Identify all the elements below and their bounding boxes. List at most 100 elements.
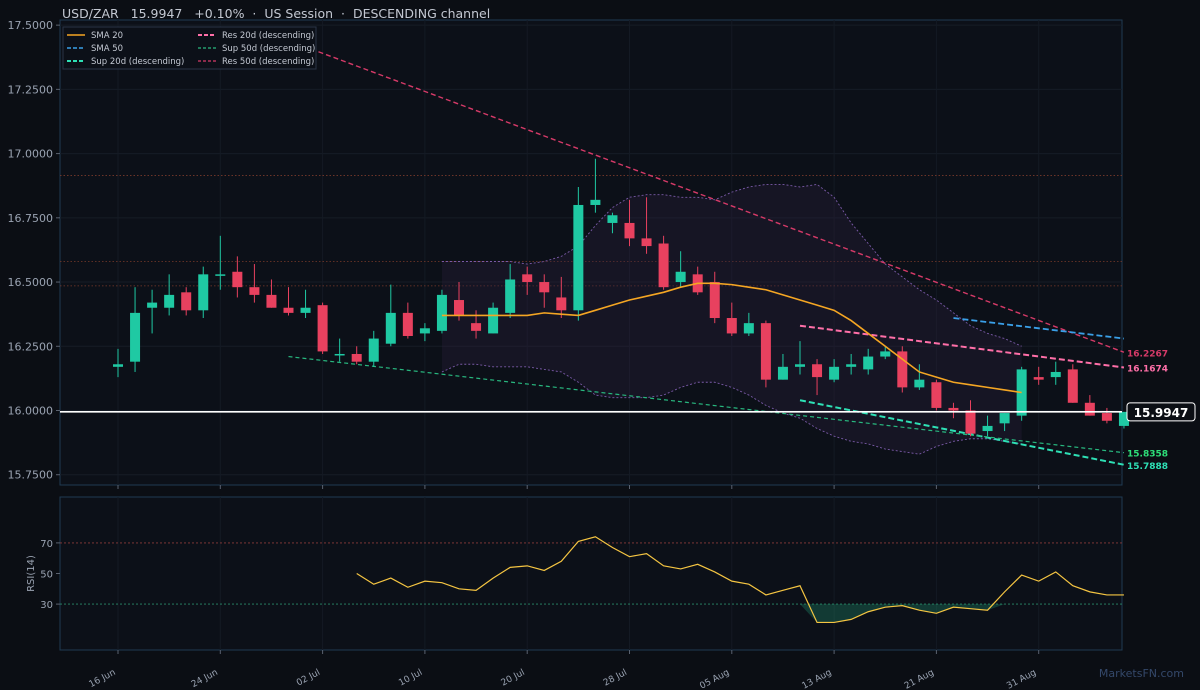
candle-body xyxy=(1033,377,1044,380)
y-tick-label: 16.5000 xyxy=(8,276,54,289)
candle-body xyxy=(181,292,192,311)
candle-body xyxy=(760,323,771,380)
candle-body xyxy=(368,338,379,362)
candle-body xyxy=(675,271,686,283)
legend-label: Sup 50d (descending) xyxy=(222,44,315,54)
last-price-label: 15.9947 xyxy=(1134,406,1189,420)
rsi-line xyxy=(356,536,1124,624)
candle-body xyxy=(471,323,482,331)
y-tick-label: 16.7500 xyxy=(8,212,54,225)
candle-body xyxy=(880,351,891,357)
candle-body xyxy=(863,356,874,370)
y-tick-label: 17.0000 xyxy=(8,148,54,161)
candle-body xyxy=(113,364,123,367)
legend-label: SMA 50 xyxy=(91,44,123,54)
level-label: 16.2267 xyxy=(1127,349,1168,359)
session-label: US Session xyxy=(264,6,334,21)
candle-body xyxy=(641,238,652,247)
candle-body xyxy=(846,364,857,367)
candle-body xyxy=(914,379,925,388)
rsi-y-tick-label: 70 xyxy=(40,539,53,550)
candle-body xyxy=(624,222,635,239)
price-change: +0.10% xyxy=(194,6,245,21)
candle-body xyxy=(590,199,601,205)
candle-body xyxy=(1118,411,1129,426)
candle-body xyxy=(573,204,584,311)
candle-body xyxy=(1050,371,1061,378)
candle-body xyxy=(419,328,430,334)
legend-label: Sup 20d (descending) xyxy=(91,57,184,67)
x-tick-label: 21 Aug xyxy=(903,668,936,690)
candle-body xyxy=(1101,413,1112,421)
price-panel-frame xyxy=(59,19,1123,486)
candle-body xyxy=(897,351,908,388)
channel-label: DESCENDING channel xyxy=(352,6,491,21)
y-tick-label: 16.2500 xyxy=(8,340,54,353)
candle-body xyxy=(607,215,618,223)
candle-body xyxy=(266,294,277,308)
candle-body xyxy=(539,282,550,293)
candle-body xyxy=(1084,402,1095,416)
candle-body xyxy=(130,312,141,362)
candle-body xyxy=(812,364,823,378)
candle-body xyxy=(454,300,464,316)
candle-body xyxy=(931,382,942,408)
trendline xyxy=(288,355,1125,454)
candle-body xyxy=(999,413,1010,424)
level-label: 15.8358 xyxy=(1127,450,1168,460)
candle-body xyxy=(505,279,516,313)
trendline xyxy=(799,399,1125,466)
rsi-ylabel: RSI(14) xyxy=(26,555,37,592)
candle-body xyxy=(215,274,226,276)
candle-body xyxy=(317,305,328,352)
candle-body xyxy=(556,297,567,311)
legend-box xyxy=(62,26,317,70)
rsi-y-tick-label: 50 xyxy=(40,570,53,581)
trendline xyxy=(799,324,1125,369)
candle-body xyxy=(300,307,311,313)
candle-body xyxy=(232,271,243,288)
candle-body xyxy=(488,307,499,334)
watermark: MarketsFN.com xyxy=(1098,667,1184,680)
candle-body xyxy=(283,307,294,313)
x-tick-label: 02 Jul xyxy=(295,668,322,689)
candle-body xyxy=(522,274,533,283)
x-tick-label: 16 Jun xyxy=(88,668,118,690)
candle-body xyxy=(351,353,362,362)
candle-body xyxy=(198,274,209,311)
candle-body xyxy=(829,366,840,380)
chart-header: USD/ZAR 15.9947 +0.10% · US Session · DE… xyxy=(62,6,491,21)
rsi-oversold-fill xyxy=(800,604,1005,623)
x-tick-label: 31 Aug xyxy=(1005,668,1038,690)
sma20-line xyxy=(441,282,1022,394)
x-tick-label: 05 Aug xyxy=(698,668,731,690)
candle-body xyxy=(709,282,720,319)
legend-label: SMA 20 xyxy=(91,31,123,41)
y-tick-label: 16.0000 xyxy=(8,404,54,417)
candle-body xyxy=(402,312,413,336)
rsi-panel-frame xyxy=(59,496,1123,651)
candle-body xyxy=(743,323,754,334)
rsi-y-tick-label: 30 xyxy=(40,600,53,611)
candle-body xyxy=(795,364,805,367)
candle-body xyxy=(249,287,260,295)
x-tick-label: 20 Jul xyxy=(500,668,527,689)
candle-body xyxy=(948,407,959,411)
candle-body xyxy=(334,353,345,356)
y-tick-label: 17.2500 xyxy=(8,83,54,96)
current-price: 15.9947 xyxy=(130,6,183,21)
symbol: USD/ZAR xyxy=(62,6,119,21)
last-price-box xyxy=(1126,402,1196,422)
candle-body xyxy=(436,294,447,331)
x-tick-label: 13 Aug xyxy=(801,668,834,690)
level-label: 16.1674 xyxy=(1127,364,1168,374)
candle-body xyxy=(385,312,396,344)
x-tick-label: 24 Jun xyxy=(190,668,220,690)
y-tick-label: 17.5000 xyxy=(8,19,54,32)
legend-label: Res 50d (descending) xyxy=(222,57,314,67)
x-tick-label: 10 Jul xyxy=(397,668,424,689)
y-tick-label: 15.7500 xyxy=(8,469,54,482)
sma50-line xyxy=(953,317,1125,340)
candle-body xyxy=(658,243,669,288)
